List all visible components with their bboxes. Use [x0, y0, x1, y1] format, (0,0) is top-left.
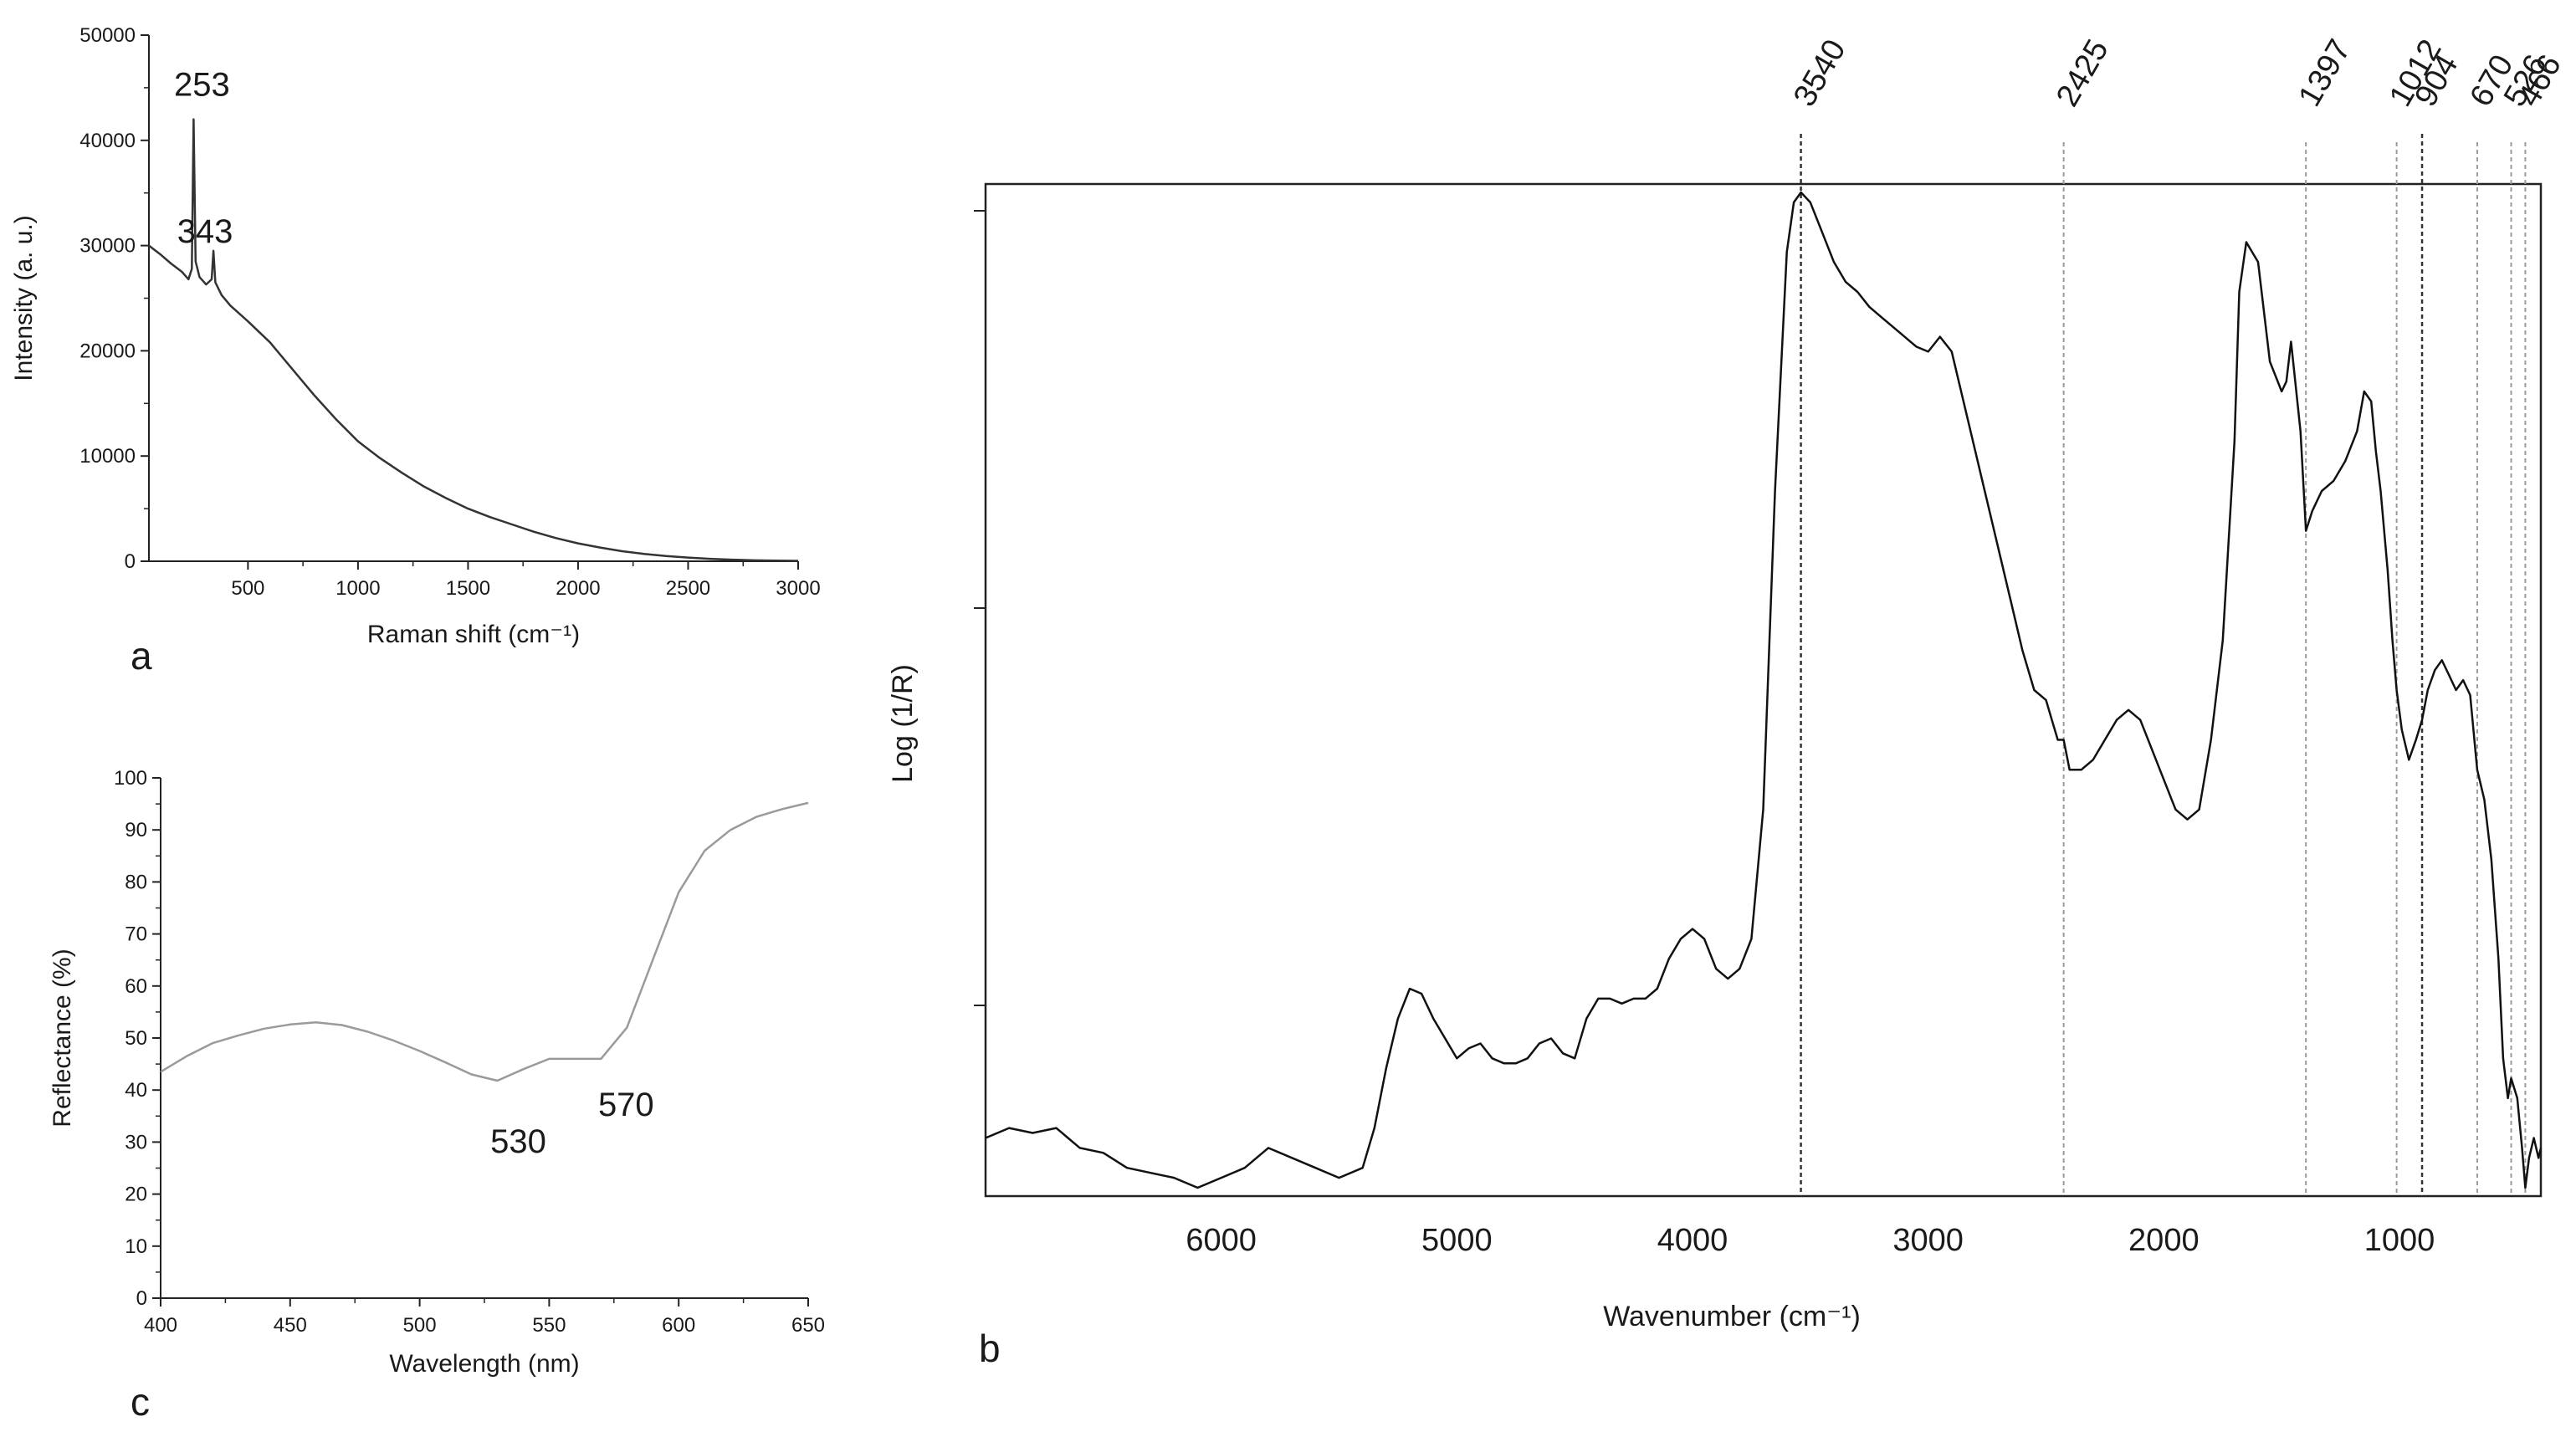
y-tick-label: 30: [125, 1131, 147, 1153]
x-tick-label: 450: [274, 1314, 307, 1337]
series-line: [148, 118, 799, 562]
y-tick-label: 10000: [79, 445, 136, 468]
x-axis-label: Wavenumber (cm⁻¹): [1603, 1301, 1861, 1332]
x-tick-label: 650: [791, 1314, 825, 1337]
x-tick-label: 2000: [556, 577, 600, 600]
series-line: [985, 191, 2543, 1189]
x-tick-label: 2000: [2128, 1223, 2200, 1258]
x-tick-label: 500: [403, 1314, 437, 1337]
x-tick-label: 550: [532, 1314, 566, 1337]
peak-annotation: 343: [177, 213, 233, 250]
y-axis-label: Log (1/R): [887, 664, 919, 783]
plot-frame: [984, 182, 2543, 1198]
y-tick-label: 0: [136, 1287, 147, 1310]
panel-c: 0 10 20 30 40 50 60 70 80 90 100 400 450 500 550 600 650…: [49, 767, 825, 1424]
y-axis-label: Intensity (a. u.): [10, 215, 38, 381]
x-tick-label: 1500: [446, 577, 490, 600]
y-tick-label: 0: [125, 550, 136, 573]
y-tick-label: 30000: [79, 235, 136, 258]
panel-c-letter: c: [131, 1380, 150, 1424]
x-tick-label: 400: [144, 1314, 177, 1337]
peak-annotation: 570: [598, 1087, 654, 1123]
x-tick-label: 6000: [1186, 1223, 1257, 1258]
reference-line-label: 2425: [2050, 33, 2116, 112]
y-tick-label: 90: [125, 819, 147, 841]
x-tick-label: 3000: [776, 577, 820, 600]
series-line: [160, 801, 809, 1082]
peak-annotation: 253: [174, 67, 230, 104]
y-tick-label: 70: [125, 923, 147, 946]
y-tick-label: 50000: [79, 24, 136, 47]
y-tick-label: 40000: [79, 130, 136, 152]
panel-a-plot: 0 10000 20000 30000 40000 50000 500 1000 1500 200…: [10, 24, 821, 648]
y-tick-label: 10: [125, 1235, 147, 1258]
reference-line-label: 3540: [1787, 33, 1853, 112]
panel-c-plot: 0 10 20 30 40 50 60 70 80 90 100 400 450 500 550 600 650…: [49, 767, 825, 1378]
reference-line-label: 1397: [2292, 33, 2358, 112]
y-tick-label: 60: [125, 975, 147, 998]
x-tick-label: 1000: [2364, 1223, 2435, 1258]
y-tick-label: 100: [114, 767, 147, 790]
panel-b-letter: b: [979, 1327, 1001, 1370]
y-tick-label: 20: [125, 1184, 147, 1206]
x-axis-label: Wavelength (nm): [389, 1350, 579, 1378]
y-tick-label: 40: [125, 1079, 147, 1102]
x-tick-label: 1000: [335, 577, 380, 600]
panel-a-letter: a: [131, 634, 152, 678]
x-tick-label: 4000: [1657, 1223, 1728, 1258]
x-tick-label: 5000: [1421, 1223, 1493, 1258]
y-tick-label: 80: [125, 871, 147, 893]
x-tick-label: 600: [662, 1314, 695, 1337]
x-axis-label: Raman shift (cm⁻¹): [367, 621, 580, 648]
panel-a: 0 10000 20000 30000 40000 50000 500 1000 1500 200…: [10, 24, 821, 678]
y-axis-label: Reflectance (%): [49, 949, 76, 1127]
x-tick-label: 3000: [1892, 1223, 1964, 1258]
y-tick-label: 50: [125, 1027, 147, 1050]
x-tick-label: 500: [231, 577, 264, 600]
peak-annotation: 530: [490, 1123, 546, 1160]
y-tick-label: 20000: [79, 340, 136, 362]
x-tick-label: 2500: [666, 577, 710, 600]
